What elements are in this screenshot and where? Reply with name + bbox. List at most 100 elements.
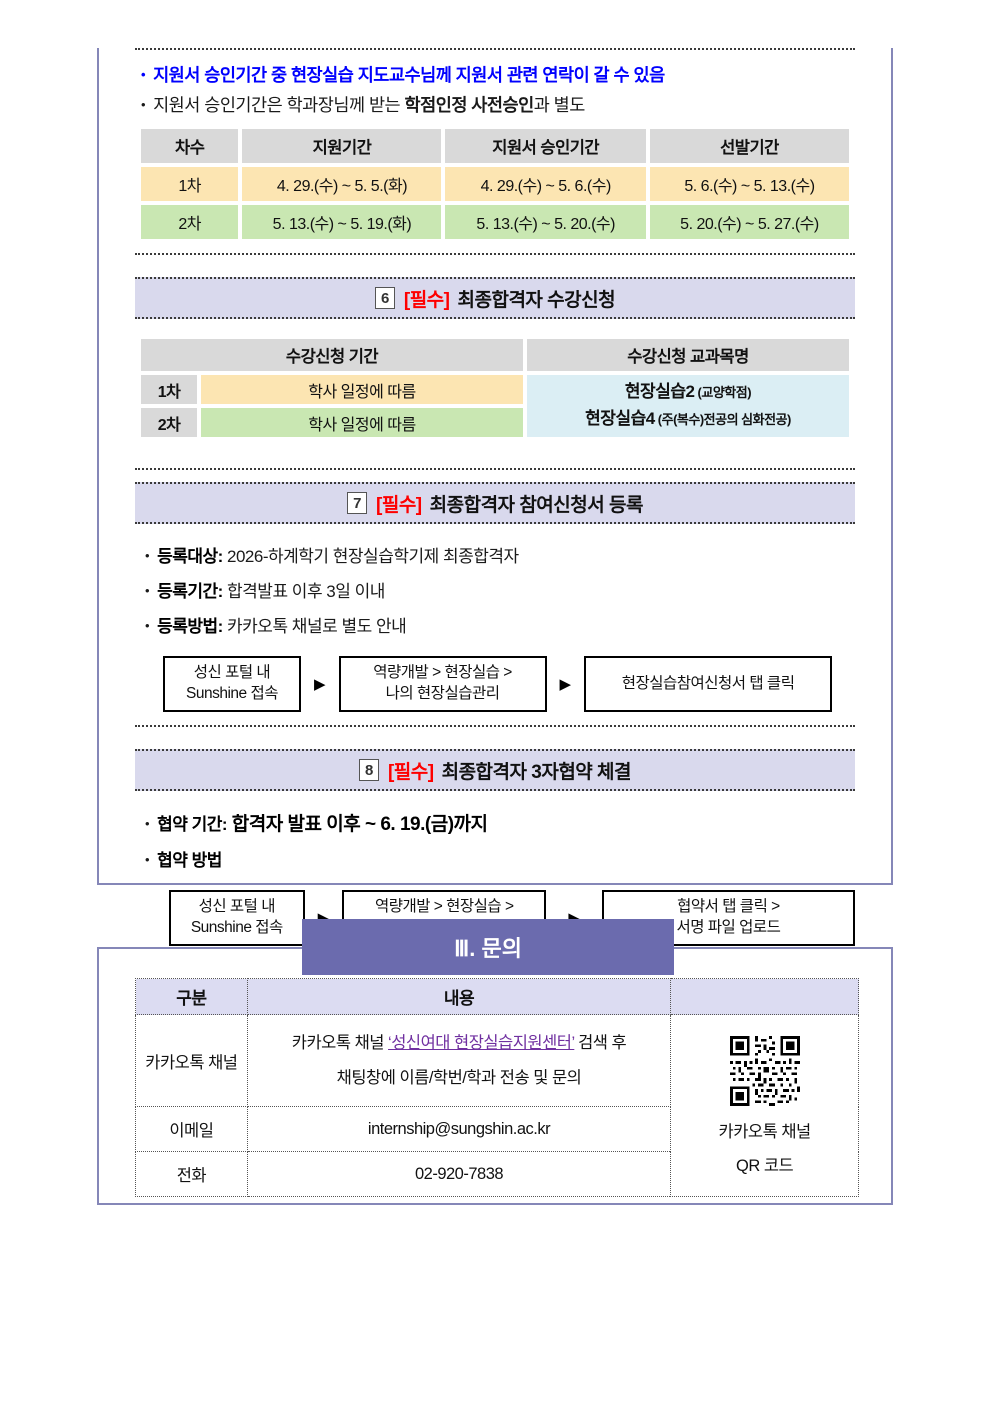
course-line-2: 현장실습4 (주(복수)전공의 심화전공) xyxy=(527,406,849,433)
schedule-header-apply: 지원기간 xyxy=(242,129,442,163)
section8-bullet-list: • 협약 기간: 합격자 발표 이후 ~ 6. 19.(금)까지 • 협약 방법 xyxy=(135,804,855,876)
kakao-line-1: 카카오톡 채널 ‘성신여대 현장실습지원센터’ 검색 후 xyxy=(248,1026,670,1061)
agreement-deadline: 합격자 발표 이후 ~ 6. 19.(금)까지 xyxy=(227,814,488,835)
list-item: • 등록방법: 카카오톡 채널로 별도 안내 xyxy=(145,607,855,642)
dotted-divider xyxy=(135,725,855,727)
contact-phone-value: 02-920-7838 xyxy=(246,1151,672,1197)
bullet-icon: • xyxy=(145,816,150,831)
required-badge: [필수] xyxy=(376,494,422,516)
qr-code xyxy=(729,1035,800,1106)
flow-step-line: 역량개발 > 현장실습 > xyxy=(374,898,514,916)
course2-note: (주(복수)전공의 심화전공) xyxy=(654,412,792,427)
section7-banner: 7 [필수] 최종합격자 참여신청서 등록 xyxy=(135,482,855,524)
contact-banner-title: Ⅲ. 문의 xyxy=(454,936,522,961)
approve-period-cell: 4. 29.(수) ~ 5. 6.(수) xyxy=(445,167,646,201)
bullet-label: 등록대상: xyxy=(157,547,223,566)
kakao-channel-link[interactable]: ‘성신여대 현장실습지원센터’ xyxy=(388,1033,575,1052)
round-cell: 1차 xyxy=(141,167,239,201)
course-header-period: 수강신청 기간 xyxy=(141,339,523,371)
contact-phone-label: 전화 xyxy=(135,1151,248,1197)
section8-banner: 8 [필수] 최종합격자 3자협약 체결 xyxy=(135,749,855,791)
course-header-name: 수강신청 교과목명 xyxy=(527,339,849,371)
bullet-icon: • xyxy=(141,67,146,82)
bullet-label: 등록방법: xyxy=(157,617,223,636)
dotted-divider xyxy=(135,253,855,255)
course1-note: (교양학점) xyxy=(694,385,752,401)
dotted-divider xyxy=(135,468,855,470)
qr-caption-line1: 카카오톡 채널 xyxy=(718,1122,812,1141)
intro-note-highlight: • 지원서 승인기간 중 현장실습 지도교수님께 지원서 관련 연락이 갈 수 있… xyxy=(135,57,855,89)
select-period-cell: 5. 20.(수) ~ 5. 27.(수) xyxy=(649,205,849,239)
section7-bullet-list: • 등록대상: 2026-하계학기 현장실습학기제 최종합격자 • 등록기간: 합격… xyxy=(135,537,855,642)
schedule-header-row: 차수 지원기간 지원서 승인기간 선발기간 xyxy=(141,129,849,163)
intro-note-suffix: 과 별도 xyxy=(533,95,586,115)
kakao-instructions: 카카오톡 채널 ‘성신여대 현장실습지원센터’ 검색 후 채팅창에 이름/학번/… xyxy=(248,1026,670,1095)
bullet-label: 등록기간: xyxy=(157,582,223,601)
table-row: 1차 4. 29.(수) ~ 5. 5.(화) 4. 29.(수) ~ 5. 6… xyxy=(141,167,849,201)
contact-banner: Ⅲ. 문의 xyxy=(302,919,674,975)
arrow-right-icon: ▶ xyxy=(568,909,580,927)
required-badge: [필수] xyxy=(387,761,434,783)
flow-step-line: 나의 현장실습관리 xyxy=(385,685,500,702)
bullet-text: 2026-하계학기 현장실습학기제 최종합격자 xyxy=(222,547,519,566)
round-cell: 2차 xyxy=(141,408,197,437)
kakao-line1-prefix: 카카오톡 채널 xyxy=(291,1033,389,1052)
kakao-line1-suffix: 검색 후 xyxy=(574,1033,627,1052)
flow-step-portal: 성신 포털 내 Sunshine 접속 xyxy=(169,890,305,946)
flow-step-line: 역량개발 > 현장실습 > xyxy=(373,664,512,682)
list-item: • 등록기간: 합격발표 이후 3일 이내 xyxy=(145,572,855,607)
contact-header-label: 구분 xyxy=(135,978,248,1015)
list-item: • 협약 방법 xyxy=(145,841,855,876)
kakao-line-2: 채팅창에 이름/학번/학과 전송 및 문의 xyxy=(336,1068,582,1087)
schedule-table: 차수 지원기간 지원서 승인기간 선발기간 1차 4. 29.(수) ~ 5. … xyxy=(137,125,853,243)
section7-flow: 성신 포털 내 Sunshine 접속 ▶ 역량개발 > 현장실습 > 나의 현… xyxy=(163,656,855,712)
course-names-cell: 현장실습2 (교양학점) 현장실습4 (주(복수)전공의 심화전공) xyxy=(527,375,849,437)
flow-step-line: 성신 포털 내 xyxy=(193,664,271,682)
section-number-box: 8 xyxy=(358,759,379,781)
arrow-right-icon: ▶ xyxy=(559,676,572,693)
period-cell: 학사 일정에 따름 xyxy=(201,408,523,437)
contact-kakao-label: 카카오톡 채널 xyxy=(135,1014,248,1107)
bullet-icon: • xyxy=(145,583,150,598)
required-badge: [필수] xyxy=(403,289,450,311)
intro-note: • 지원서 승인기간은 학과장님께 받는 학점인정 사전승인과 별도 xyxy=(135,89,855,119)
contact-table: 구분 내용 카카오톡 채널 카카오톡 채널 ‘성신여대 현장실습지원센터’ 검색… xyxy=(135,978,859,1197)
section7-title: 최종합격자 참여신청서 등록 xyxy=(429,494,644,516)
contact-header-spacer xyxy=(670,978,859,1015)
table-row: 2차 학사 일정에 따름 xyxy=(141,408,849,437)
apply-period-cell: 5. 13.(수) ~ 5. 19.(화) xyxy=(242,205,442,239)
flow-step-portal: 성신 포털 내 Sunshine 접속 xyxy=(163,656,301,712)
section8-title: 최종합격자 3자협약 체결 xyxy=(441,761,632,783)
flow-step-line: 협약서 탭 클릭 > xyxy=(677,898,780,916)
contact-email-value: internship@sungshin.ac.kr xyxy=(246,1106,672,1152)
flow-step-line: Sunshine 접속 xyxy=(190,919,283,936)
contact-email-label: 이메일 xyxy=(135,1106,248,1152)
table-row: 1차 학사 일정에 따름 현장실습2 (교양학점) 현장실습4 (주(복수)전공… xyxy=(141,375,849,437)
section-number-box: 7 xyxy=(347,492,368,514)
intro-note-highlight-text: 지원서 승인기간 중 현장실습 지도교수님께 지원서 관련 연락이 갈 수 있음 xyxy=(153,65,665,85)
schedule-header-select: 선발기간 xyxy=(649,129,849,163)
qr-block: 카카오톡 채널 QR 코드 xyxy=(671,1035,858,1176)
bullet-label: 협약 기간: xyxy=(157,815,228,834)
course-registration-table: 수강신청 기간 수강신청 교과목명 1차 학사 일정에 따름 현장실습2 (교양… xyxy=(137,335,853,441)
section6-banner: 6 [필수] 최종합격자 수강신청 xyxy=(135,277,855,319)
arrow-right-icon: ▶ xyxy=(314,676,326,693)
round-cell: 1차 xyxy=(141,375,197,404)
contact-section-box: Ⅲ. 문의 구분 내용 카카오톡 채널 카카오톡 채널 ‘성신여대 현장실습지원… xyxy=(97,919,893,1205)
course-line-1: 현장실습2 (교양학점) xyxy=(527,379,849,406)
round-cell: 2차 xyxy=(141,205,239,239)
list-item: • 협약 기간: 합격자 발표 이후 ~ 6. 19.(금)까지 xyxy=(145,804,855,841)
course2-name: 현장실습4 xyxy=(585,409,655,428)
schedule-header-approve: 지원서 승인기간 xyxy=(445,129,646,163)
apply-period-cell: 4. 29.(수) ~ 5. 5.(화) xyxy=(242,167,442,201)
dotted-divider xyxy=(135,48,855,50)
flow-step-line: 성신 포털 내 xyxy=(198,898,276,916)
bullet-icon: • xyxy=(145,548,150,563)
approve-period-cell: 5. 13.(수) ~ 5. 20.(수) xyxy=(445,205,646,239)
table-row: 전화 02-920-7838 xyxy=(135,1151,859,1197)
flow-step-line: 현장실습참여신청서 탭 클릭 xyxy=(621,674,795,692)
flow-step-tab: 현장실습참여신청서 탭 클릭 xyxy=(584,656,833,712)
course-table-header-row: 수강신청 기간 수강신청 교과목명 xyxy=(141,339,849,371)
bullet-text: 카카오톡 채널로 별도 안내 xyxy=(222,617,407,636)
